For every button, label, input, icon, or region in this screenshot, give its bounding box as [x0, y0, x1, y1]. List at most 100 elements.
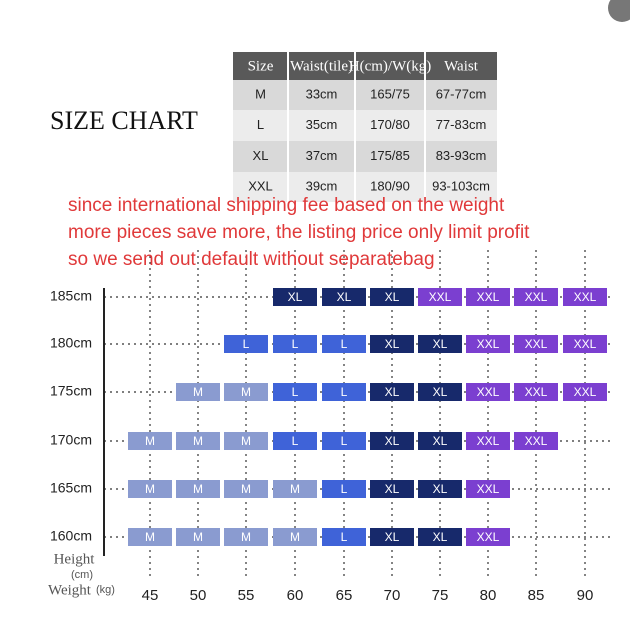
- size-cell-label: XL: [337, 290, 352, 304]
- size-cell-label: XL: [385, 290, 400, 304]
- x-axis-unit: (kg): [96, 584, 115, 596]
- size-cell: [418, 480, 462, 498]
- table-row-bg: [233, 110, 497, 141]
- size-cell: [176, 432, 220, 450]
- size-cell-label: XL: [385, 337, 400, 351]
- size-cell: [418, 432, 462, 450]
- size-cell-label: XXL: [477, 530, 500, 544]
- size-cell-label: M: [241, 434, 251, 448]
- size-cell-label: XXL: [477, 482, 500, 496]
- size-cell: [128, 528, 172, 546]
- table-cell: M: [255, 86, 266, 101]
- size-cell: [466, 432, 510, 450]
- size-cell: [176, 480, 220, 498]
- size-cell-label: M: [241, 530, 251, 544]
- size-cell-label: XXL: [574, 337, 597, 351]
- size-cell-label: L: [341, 482, 348, 496]
- size-cell-label: XL: [385, 434, 400, 448]
- corner-icon[interactable]: [608, 0, 630, 22]
- x-label: 50: [190, 587, 207, 604]
- size-cell: [418, 288, 462, 306]
- table-cell: XL: [253, 148, 269, 163]
- size-cell-label: L: [292, 385, 299, 399]
- size-cell: [128, 480, 172, 498]
- size-cell: [322, 432, 366, 450]
- size-cell-label: XXL: [477, 337, 500, 351]
- table-cell: L: [257, 117, 264, 132]
- size-cell-label: M: [290, 530, 300, 544]
- size-cell-label: XXL: [525, 385, 548, 399]
- table-cell: 67-77cm: [436, 86, 487, 101]
- size-cell-label: XXL: [525, 337, 548, 351]
- size-cell: [418, 528, 462, 546]
- y-label: 185cm: [50, 288, 92, 304]
- size-cell-label: M: [290, 482, 300, 496]
- notice: since international shipping fee based o…: [68, 195, 530, 270]
- notice-line: since international shipping fee based o…: [68, 195, 505, 216]
- x-label: 75: [432, 587, 449, 604]
- size-cell: [563, 383, 607, 401]
- size-cell: [418, 383, 462, 401]
- size-cell-label: M: [193, 434, 203, 448]
- size-cell-label: XL: [433, 482, 448, 496]
- size-cell: [224, 432, 268, 450]
- size-cell: [370, 528, 414, 546]
- size-cell: [322, 528, 366, 546]
- size-cell-label: L: [292, 434, 299, 448]
- y-axis-unit: (cm): [71, 569, 93, 581]
- table-cell: 93-103cm: [432, 178, 490, 193]
- size-cell-label: M: [193, 385, 203, 399]
- size-cell: [322, 480, 366, 498]
- size-cell-label: XL: [433, 434, 448, 448]
- size-cell-label: XL: [433, 530, 448, 544]
- table-row-bg: [233, 80, 497, 110]
- table-cell: 175/85: [370, 148, 410, 163]
- size-cell-label: XL: [288, 290, 303, 304]
- size-cell: [466, 480, 510, 498]
- size-cell: [514, 335, 558, 353]
- size-grid: 45 50 55 60 65 70 75 80 85 90 185cm XL XL XL XXL XXL XXL…: [48, 250, 612, 604]
- y-label: 170cm: [50, 432, 92, 448]
- table-row-bg: [233, 172, 497, 202]
- size-cell-label: XXL: [525, 434, 548, 448]
- size-cell-label: XXL: [574, 385, 597, 399]
- x-label: 85: [528, 587, 545, 604]
- table-cell: 170/80: [370, 117, 410, 132]
- size-cell: [514, 383, 558, 401]
- size-cell: [322, 335, 366, 353]
- size-cell-label: XL: [385, 482, 400, 496]
- size-cell: [466, 288, 510, 306]
- y-label: 165cm: [50, 480, 92, 496]
- x-label: 45: [142, 587, 159, 604]
- table-cell: 33cm: [306, 86, 338, 101]
- x-label: 65: [336, 587, 353, 604]
- title: SIZE CHART: [50, 106, 198, 135]
- size-cell-label: M: [241, 385, 251, 399]
- size-cell: [273, 335, 317, 353]
- size-cell-label: L: [341, 385, 348, 399]
- size-cell-label: L: [341, 337, 348, 351]
- y-label: 160cm: [50, 528, 92, 544]
- size-cell: [370, 480, 414, 498]
- size-cell-label: XXL: [477, 385, 500, 399]
- size-cell-label: XXL: [574, 290, 597, 304]
- table-cell: XXL: [248, 178, 273, 193]
- y-label: 175cm: [50, 383, 92, 399]
- x-label: 55: [238, 587, 255, 604]
- size-cell-label: XXL: [477, 434, 500, 448]
- size-cell: [176, 528, 220, 546]
- table-cell: 35cm: [306, 117, 338, 132]
- size-cell: [370, 383, 414, 401]
- size-cell: [176, 383, 220, 401]
- table-cell: 83-93cm: [436, 148, 487, 163]
- table-header-cell: Size: [248, 58, 274, 74]
- size-cell: [224, 383, 268, 401]
- size-cell: [418, 335, 462, 353]
- table-cell: 165/75: [370, 86, 410, 101]
- y-axis-label: Height: [54, 551, 96, 567]
- table-cell: 77-83cm: [436, 117, 487, 132]
- table-header-cell: Waist: [444, 58, 479, 74]
- size-cell-label: L: [341, 530, 348, 544]
- table-cell: 37cm: [306, 148, 338, 163]
